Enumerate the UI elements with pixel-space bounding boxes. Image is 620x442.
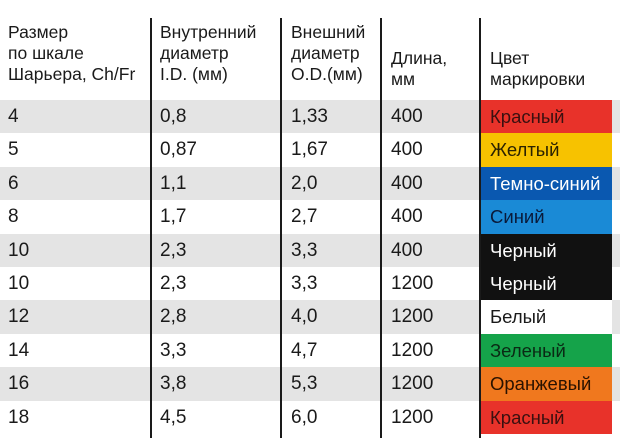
outer-diameter-cell: 1,67	[291, 139, 328, 161]
outer-diameter-cell: 2,7	[291, 206, 318, 228]
table-row: 4 0,8 1,33 400 Красный	[0, 100, 620, 134]
color-marking-cell: Синий	[480, 200, 612, 234]
header-outer-line: диаметр	[291, 43, 360, 63]
outer-diameter-cell: 4,0	[291, 306, 318, 328]
column-divider	[380, 18, 382, 438]
table-row: 18 4,5 6,0 1200 Красный	[0, 400, 620, 434]
header-color-line: маркировки	[490, 69, 586, 89]
inner-diameter-cell: 4,5	[160, 406, 187, 428]
table-row: 10 2,3 3,3 400 Черный	[0, 233, 620, 267]
header-length: Длина, мм	[391, 48, 447, 90]
color-marking-cell: Черный	[480, 233, 612, 267]
header-outer-line: Внешний	[291, 22, 366, 42]
size-cell: 4	[8, 106, 19, 127]
outer-diameter-cell: 3,3	[291, 239, 318, 261]
header-color: Цвет маркировки	[490, 48, 585, 90]
header-inner-line: I.D. (мм)	[160, 64, 228, 84]
column-divider	[479, 18, 481, 438]
inner-diameter-cell: 0,8	[160, 106, 187, 127]
header-outer-diameter: Внешний диаметр O.D.(мм)	[291, 22, 365, 85]
inner-diameter-cell: 3,3	[160, 339, 187, 361]
table-row: 6 1,1 2,0 400 Темно-синий	[0, 166, 620, 201]
size-cell: 5	[8, 139, 19, 161]
size-cell: 10	[8, 239, 30, 261]
column-divider	[150, 18, 152, 438]
header-color-line: Цвет	[490, 48, 530, 68]
color-marking-cell: Желтый	[480, 133, 612, 167]
table-row: 8 1,7 2,7 400 Синий	[0, 200, 620, 234]
outer-diameter-cell: 3,3	[291, 272, 318, 294]
outer-diameter-cell: 6,0	[291, 406, 318, 428]
size-cell: 14	[8, 339, 30, 361]
outer-diameter-cell: 4,7	[291, 339, 318, 361]
header-size-line: по шкале	[8, 43, 84, 63]
outer-diameter-cell: 2,0	[291, 172, 318, 194]
outer-diameter-cell: 1,33	[291, 106, 328, 127]
size-cell: 18	[8, 406, 30, 428]
table-row: 14 3,3 4,7 1200 Зеленый	[0, 333, 620, 368]
inner-diameter-cell: 2,8	[160, 306, 187, 328]
header-size: Размер по шкале Шарьера, Ch/Fr	[8, 22, 135, 85]
inner-diameter-cell: 3,8	[160, 373, 187, 395]
inner-diameter-cell: 1,7	[160, 206, 187, 228]
header-inner-line: Внутренний	[160, 22, 257, 42]
inner-diameter-cell: 2,3	[160, 272, 187, 294]
table-body: 4 0,8 1,33 400 Красный 5 0,87 1,67 400 Желтый 6 1,1…	[0, 100, 620, 434]
length-cell: 400	[391, 139, 423, 161]
inner-diameter-cell: 0,87	[160, 139, 197, 161]
color-marking-cell: Оранжевый	[480, 367, 612, 401]
color-marking-cell: Черный	[480, 266, 612, 301]
length-cell: 400	[391, 206, 423, 228]
column-divider	[280, 18, 282, 438]
length-cell: 1200	[391, 373, 434, 395]
table-header: Размер по шкале Шарьера, Ch/Fr Внутренни…	[0, 0, 620, 100]
header-outer-line: O.D.(мм)	[291, 64, 363, 84]
inner-diameter-cell: 2,3	[160, 239, 187, 261]
length-cell: 400	[391, 172, 423, 194]
size-cell: 12	[8, 306, 30, 328]
length-cell: 400	[391, 239, 423, 261]
color-marking-cell: Красный	[480, 400, 612, 434]
color-marking-cell: Белый	[480, 300, 612, 334]
table-row: 5 0,87 1,67 400 Желтый	[0, 133, 620, 167]
size-cell: 8	[8, 206, 19, 228]
length-cell: 1200	[391, 306, 434, 328]
color-marking-cell: Темно-синий	[480, 166, 612, 201]
size-cell: 16	[8, 373, 30, 395]
table-row: 16 3,8 5,3 1200 Оранжевый	[0, 367, 620, 401]
table-row: 10 2,3 3,3 1200 Черный	[0, 266, 620, 301]
header-inner-line: диаметр	[160, 43, 229, 63]
size-cell: 6	[8, 172, 19, 194]
inner-diameter-cell: 1,1	[160, 172, 187, 194]
table-row: 12 2,8 4,0 1200 Белый	[0, 300, 620, 334]
length-cell: 1200	[391, 406, 434, 428]
color-marking-cell: Зеленый	[480, 333, 612, 368]
header-length-line: мм	[391, 69, 416, 89]
color-marking-cell: Красный	[480, 100, 612, 134]
length-cell: 1200	[391, 272, 434, 294]
outer-diameter-cell: 5,3	[291, 373, 318, 395]
length-cell: 1200	[391, 339, 434, 361]
size-cell: 10	[8, 272, 30, 294]
header-size-line: Шарьера, Ch/Fr	[8, 64, 136, 84]
header-size-line: Размер	[8, 22, 69, 42]
header-length-line: Длина,	[391, 48, 448, 68]
length-cell: 400	[391, 106, 423, 127]
header-inner-diameter: Внутренний диаметр I.D. (мм)	[160, 22, 256, 85]
